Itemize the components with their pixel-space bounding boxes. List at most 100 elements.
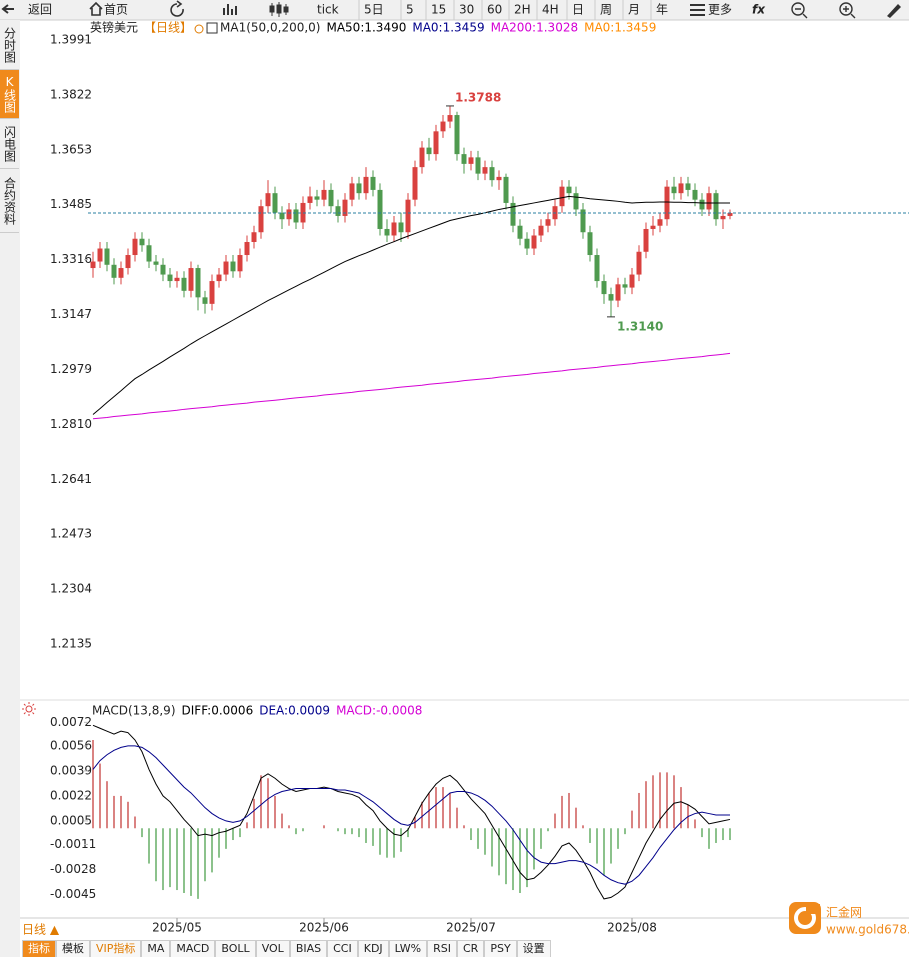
candle-body — [356, 183, 362, 194]
y-tick-label: 1.3147 — [50, 307, 92, 321]
sidebar-tab[interactable]: 闪电图 — [0, 120, 19, 169]
indicator-tab[interactable]: 指标 — [22, 940, 56, 957]
macd-line — [92, 745, 730, 885]
indicator-tab[interactable]: CR — [457, 940, 485, 957]
period-selector[interactable]: 日线 ▲ — [22, 923, 60, 937]
indicator-tab[interactable]: MA — [141, 940, 171, 957]
candle-body — [342, 199, 348, 216]
candle-body — [629, 274, 635, 288]
y-tick-label: 1.3822 — [50, 87, 92, 101]
zoom-in-button[interactable] — [839, 2, 856, 19]
max-label: 1.3788 — [455, 90, 501, 104]
period-button[interactable]: 5日 — [364, 3, 384, 17]
candle-body — [622, 284, 628, 288]
indicator-tab[interactable]: RSI — [427, 940, 457, 957]
indicator-tab[interactable]: BOLL — [215, 940, 256, 957]
y-tick-label: 1.2135 — [50, 637, 92, 651]
formula-button[interactable]: fx — [752, 3, 766, 17]
candle-body — [510, 202, 516, 226]
ma-line — [92, 352, 731, 420]
candle-body — [160, 264, 166, 275]
candle-body — [146, 245, 152, 262]
y-tick-label: -0.0045 — [50, 887, 96, 901]
indicator-tab[interactable]: BIAS — [289, 940, 328, 957]
indicator-tab[interactable]: VOL — [255, 940, 290, 957]
sidebar-tab[interactable]: 合约资料 — [0, 170, 19, 233]
period-button[interactable]: 15 — [431, 3, 446, 17]
indicator-tab[interactable]: 设置 — [516, 940, 551, 957]
legend-entry: MA0:1.3459 — [584, 21, 656, 35]
sidebar-tab[interactable]: 分时图 — [0, 21, 19, 70]
y-tick-label: 0.0005 — [50, 813, 92, 827]
draw-button[interactable] — [887, 4, 901, 18]
candle-body — [216, 274, 222, 282]
x-tick-label: 2025/06 — [299, 921, 349, 935]
period-button[interactable]: 4H — [542, 3, 559, 17]
macd-settings-icon[interactable] — [22, 702, 36, 716]
indicator-tab[interactable]: CCI — [327, 940, 358, 957]
candle-body — [90, 261, 96, 269]
back-button[interactable]: 返回 — [28, 3, 52, 17]
y-tick-label: 1.2641 — [50, 472, 92, 486]
watermark-name: 汇金网 — [826, 905, 862, 920]
indicator-tab[interactable]: VIP指标 — [90, 940, 142, 957]
min-label: 1.3140 — [617, 319, 663, 333]
period-button[interactable]: 月 — [628, 3, 640, 17]
candle-body — [489, 167, 495, 181]
period-button[interactable]: tick — [317, 3, 339, 17]
candle-body — [531, 235, 537, 249]
back-icon — [1, 4, 14, 14]
period-button[interactable]: 5 — [406, 3, 414, 17]
candle-body — [188, 268, 194, 291]
period-button[interactable]: 30 — [459, 3, 474, 17]
add-indicator-icon[interactable] — [194, 24, 204, 34]
chart-type-button[interactable] — [223, 4, 237, 15]
indicator-tab[interactable]: 模板 — [56, 940, 90, 957]
period-button[interactable]: 日 — [572, 3, 584, 17]
y-tick-label: 1.3485 — [50, 197, 92, 211]
candle-body — [153, 261, 159, 265]
indicator-label: MA1(50,0,200,0) — [220, 21, 320, 35]
candle-body — [433, 131, 439, 155]
sidebar-tab[interactable]: K线图 — [0, 70, 19, 119]
period-button[interactable]: 年 — [656, 3, 668, 17]
candle-body — [279, 212, 285, 220]
candle-body — [286, 209, 292, 220]
candle-body — [272, 193, 278, 213]
indicator-tab[interactable]: KDJ — [357, 940, 389, 957]
home-button[interactable]: 首页 — [104, 3, 128, 17]
candle-body — [391, 222, 397, 236]
candle-body — [615, 284, 621, 301]
candle-button[interactable] — [269, 2, 289, 17]
period-button[interactable]: 周 — [600, 3, 612, 17]
candle-body — [195, 268, 201, 298]
period-button[interactable]: 60 — [487, 3, 502, 17]
refresh-button[interactable] — [170, 0, 184, 17]
candle-body — [587, 232, 593, 256]
candle-body — [384, 228, 390, 236]
indicator-tab[interactable]: LW% — [388, 940, 428, 957]
period-group: tick 5日 5 15 30 60 2H 4H 日 周 月 年 — [317, 3, 668, 17]
candle-body — [321, 189, 327, 200]
indicator-tab[interactable]: MACD — [170, 940, 216, 957]
candle-body — [244, 242, 250, 256]
candle-body — [125, 255, 131, 269]
candle-body — [538, 225, 544, 236]
zoom-out-button[interactable] — [791, 2, 808, 19]
legend-entry: MA50:1.3490 — [326, 21, 406, 35]
candle-body — [181, 277, 187, 291]
y-tick-label: 1.3991 — [50, 32, 92, 46]
candle-body — [475, 157, 481, 174]
candle-body — [720, 215, 726, 220]
candle-body — [405, 199, 411, 233]
candle-body — [727, 213, 733, 216]
candle-body — [314, 196, 320, 200]
candle-body — [678, 183, 684, 194]
indicator-label: MACD(13,8,9) — [92, 704, 176, 718]
period-button[interactable]: 2H — [514, 3, 531, 17]
more-button[interactable]: 更多 — [708, 3, 732, 17]
candle-body — [118, 268, 124, 278]
candle-body — [461, 154, 467, 164]
watermark-url: www.gold678.com — [826, 923, 909, 937]
indicator-tab[interactable]: PSY — [484, 940, 517, 957]
